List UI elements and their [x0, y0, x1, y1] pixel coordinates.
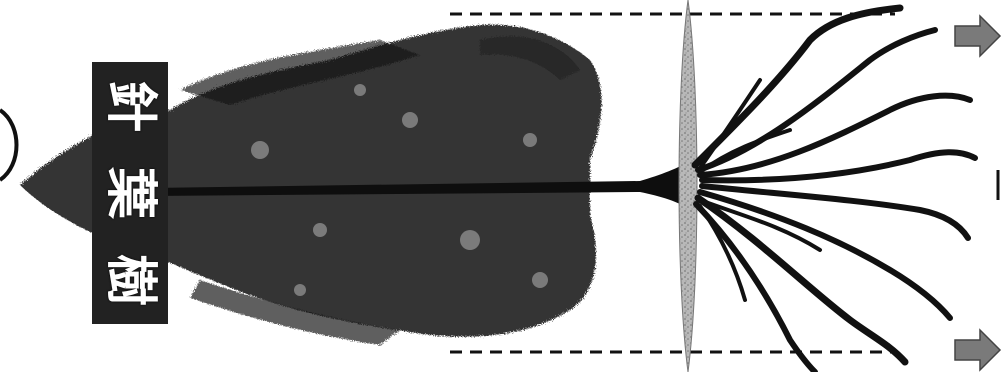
tree-trunk: [150, 160, 690, 210]
title-char-2: 葉: [99, 166, 161, 219]
title-label: 針 葉 樹: [92, 62, 168, 324]
tree-roots: [691, 4, 978, 372]
title-char-3: 樹: [99, 254, 161, 307]
left-hook: [0, 108, 19, 182]
foliage-texture: [251, 84, 548, 296]
arrow-right-icon: [954, 14, 1002, 58]
title-char-1: 針: [99, 79, 161, 132]
ground-band: [678, 0, 698, 372]
arrow-right-icon: [954, 328, 1002, 372]
